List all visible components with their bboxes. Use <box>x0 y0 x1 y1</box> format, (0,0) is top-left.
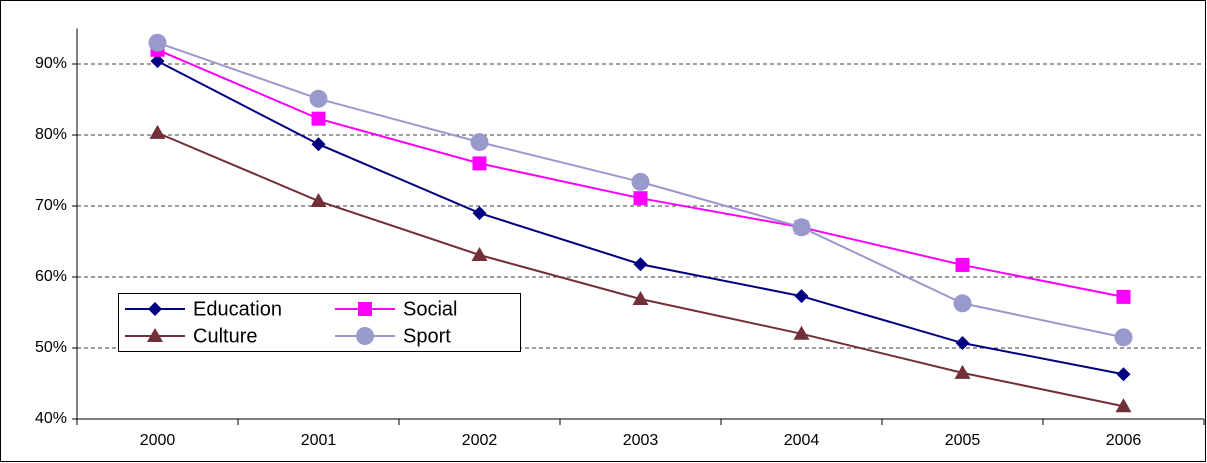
marker <box>149 124 166 139</box>
y-tick-label: 80% <box>35 126 67 143</box>
y-tick-label: 70% <box>35 197 67 214</box>
y-tick-label: 60% <box>35 268 67 285</box>
x-tick-label: 2004 <box>784 432 820 449</box>
marker <box>311 137 326 152</box>
marker <box>1116 367 1131 382</box>
marker <box>955 336 970 351</box>
marker <box>148 33 167 52</box>
y-tick-label: 90% <box>35 55 67 72</box>
marker <box>953 294 972 313</box>
legend-label: Education <box>193 298 282 320</box>
y-tick-label: 50% <box>35 339 67 356</box>
legend-label: Social <box>403 298 457 320</box>
marker <box>633 257 648 272</box>
legend: Education Social Culture Sport <box>118 293 521 352</box>
marker <box>470 133 489 152</box>
marker <box>955 257 970 272</box>
legend-label: Culture <box>193 325 257 347</box>
legend-marker <box>356 327 374 345</box>
marker <box>310 193 327 208</box>
x-tick-label: 2005 <box>945 432 981 449</box>
marker <box>472 206 487 221</box>
x-tick-label: 2002 <box>462 432 498 449</box>
marker <box>794 289 809 304</box>
marker <box>633 191 648 206</box>
legend-box <box>118 293 521 352</box>
legend-marker <box>358 302 372 316</box>
y-tick-label: 40% <box>35 410 67 427</box>
x-tick-label: 2003 <box>623 432 659 449</box>
marker <box>1116 289 1131 304</box>
legend-label: Sport <box>403 325 451 347</box>
marker <box>472 156 487 171</box>
x-tick-label: 2001 <box>301 432 337 449</box>
marker <box>793 325 810 340</box>
marker <box>309 89 328 108</box>
marker <box>1114 328 1133 347</box>
marker <box>150 54 165 69</box>
marker <box>631 172 650 191</box>
x-tick-label: 2006 <box>1106 432 1142 449</box>
marker <box>632 291 649 306</box>
marker <box>1115 398 1132 413</box>
marker <box>954 364 971 379</box>
legend-marker <box>148 302 162 316</box>
marker <box>311 111 326 126</box>
marker <box>471 246 488 261</box>
marker <box>792 218 811 237</box>
legend-marker <box>147 328 163 342</box>
x-tick-label: 2000 <box>140 432 176 449</box>
